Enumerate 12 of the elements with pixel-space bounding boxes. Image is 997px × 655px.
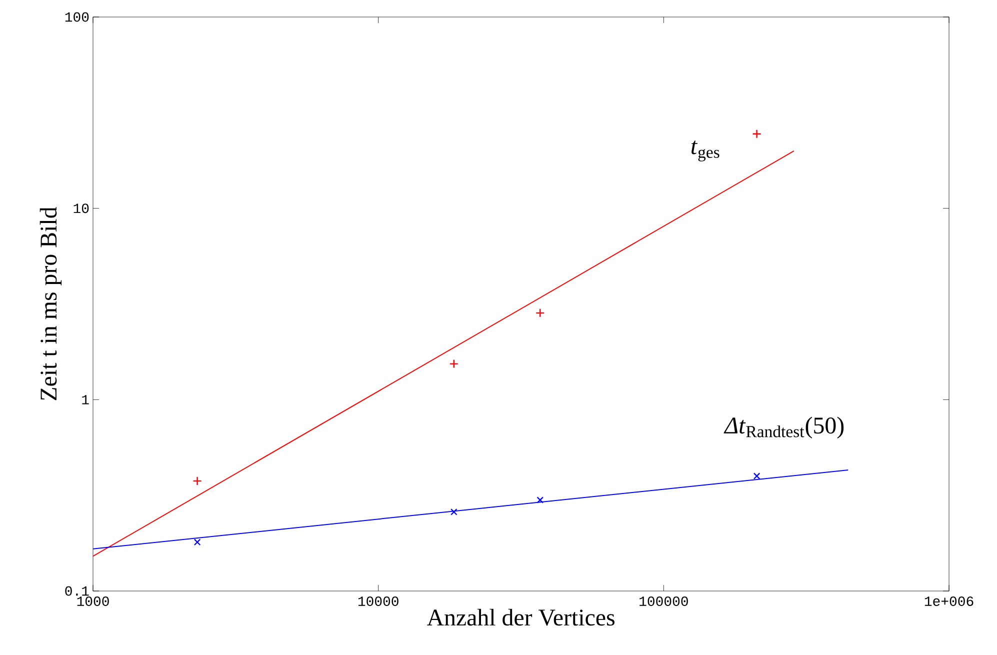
- x-tick-label: 1000: [77, 596, 109, 606]
- x-tick-label: 100000: [640, 596, 688, 606]
- annotation: t$_{ges}$: [691, 140, 720, 162]
- x-tick-label: 10000: [358, 596, 398, 606]
- y-axis-title: Zeit t in ms pro Bild: [40, 206, 62, 400]
- annotation: Δt$_{Randtest}$(50): [724, 416, 844, 438]
- y-tick-label: 1: [82, 395, 89, 404]
- x-tick-label: 1e+006: [924, 596, 974, 606]
- y-tick-label: 0.1: [65, 586, 89, 596]
- x-axis-title: Anzahl der Vertices: [426, 608, 614, 626]
- y-tick-label: 10: [74, 204, 89, 214]
- y-tick-label: 100: [65, 12, 89, 22]
